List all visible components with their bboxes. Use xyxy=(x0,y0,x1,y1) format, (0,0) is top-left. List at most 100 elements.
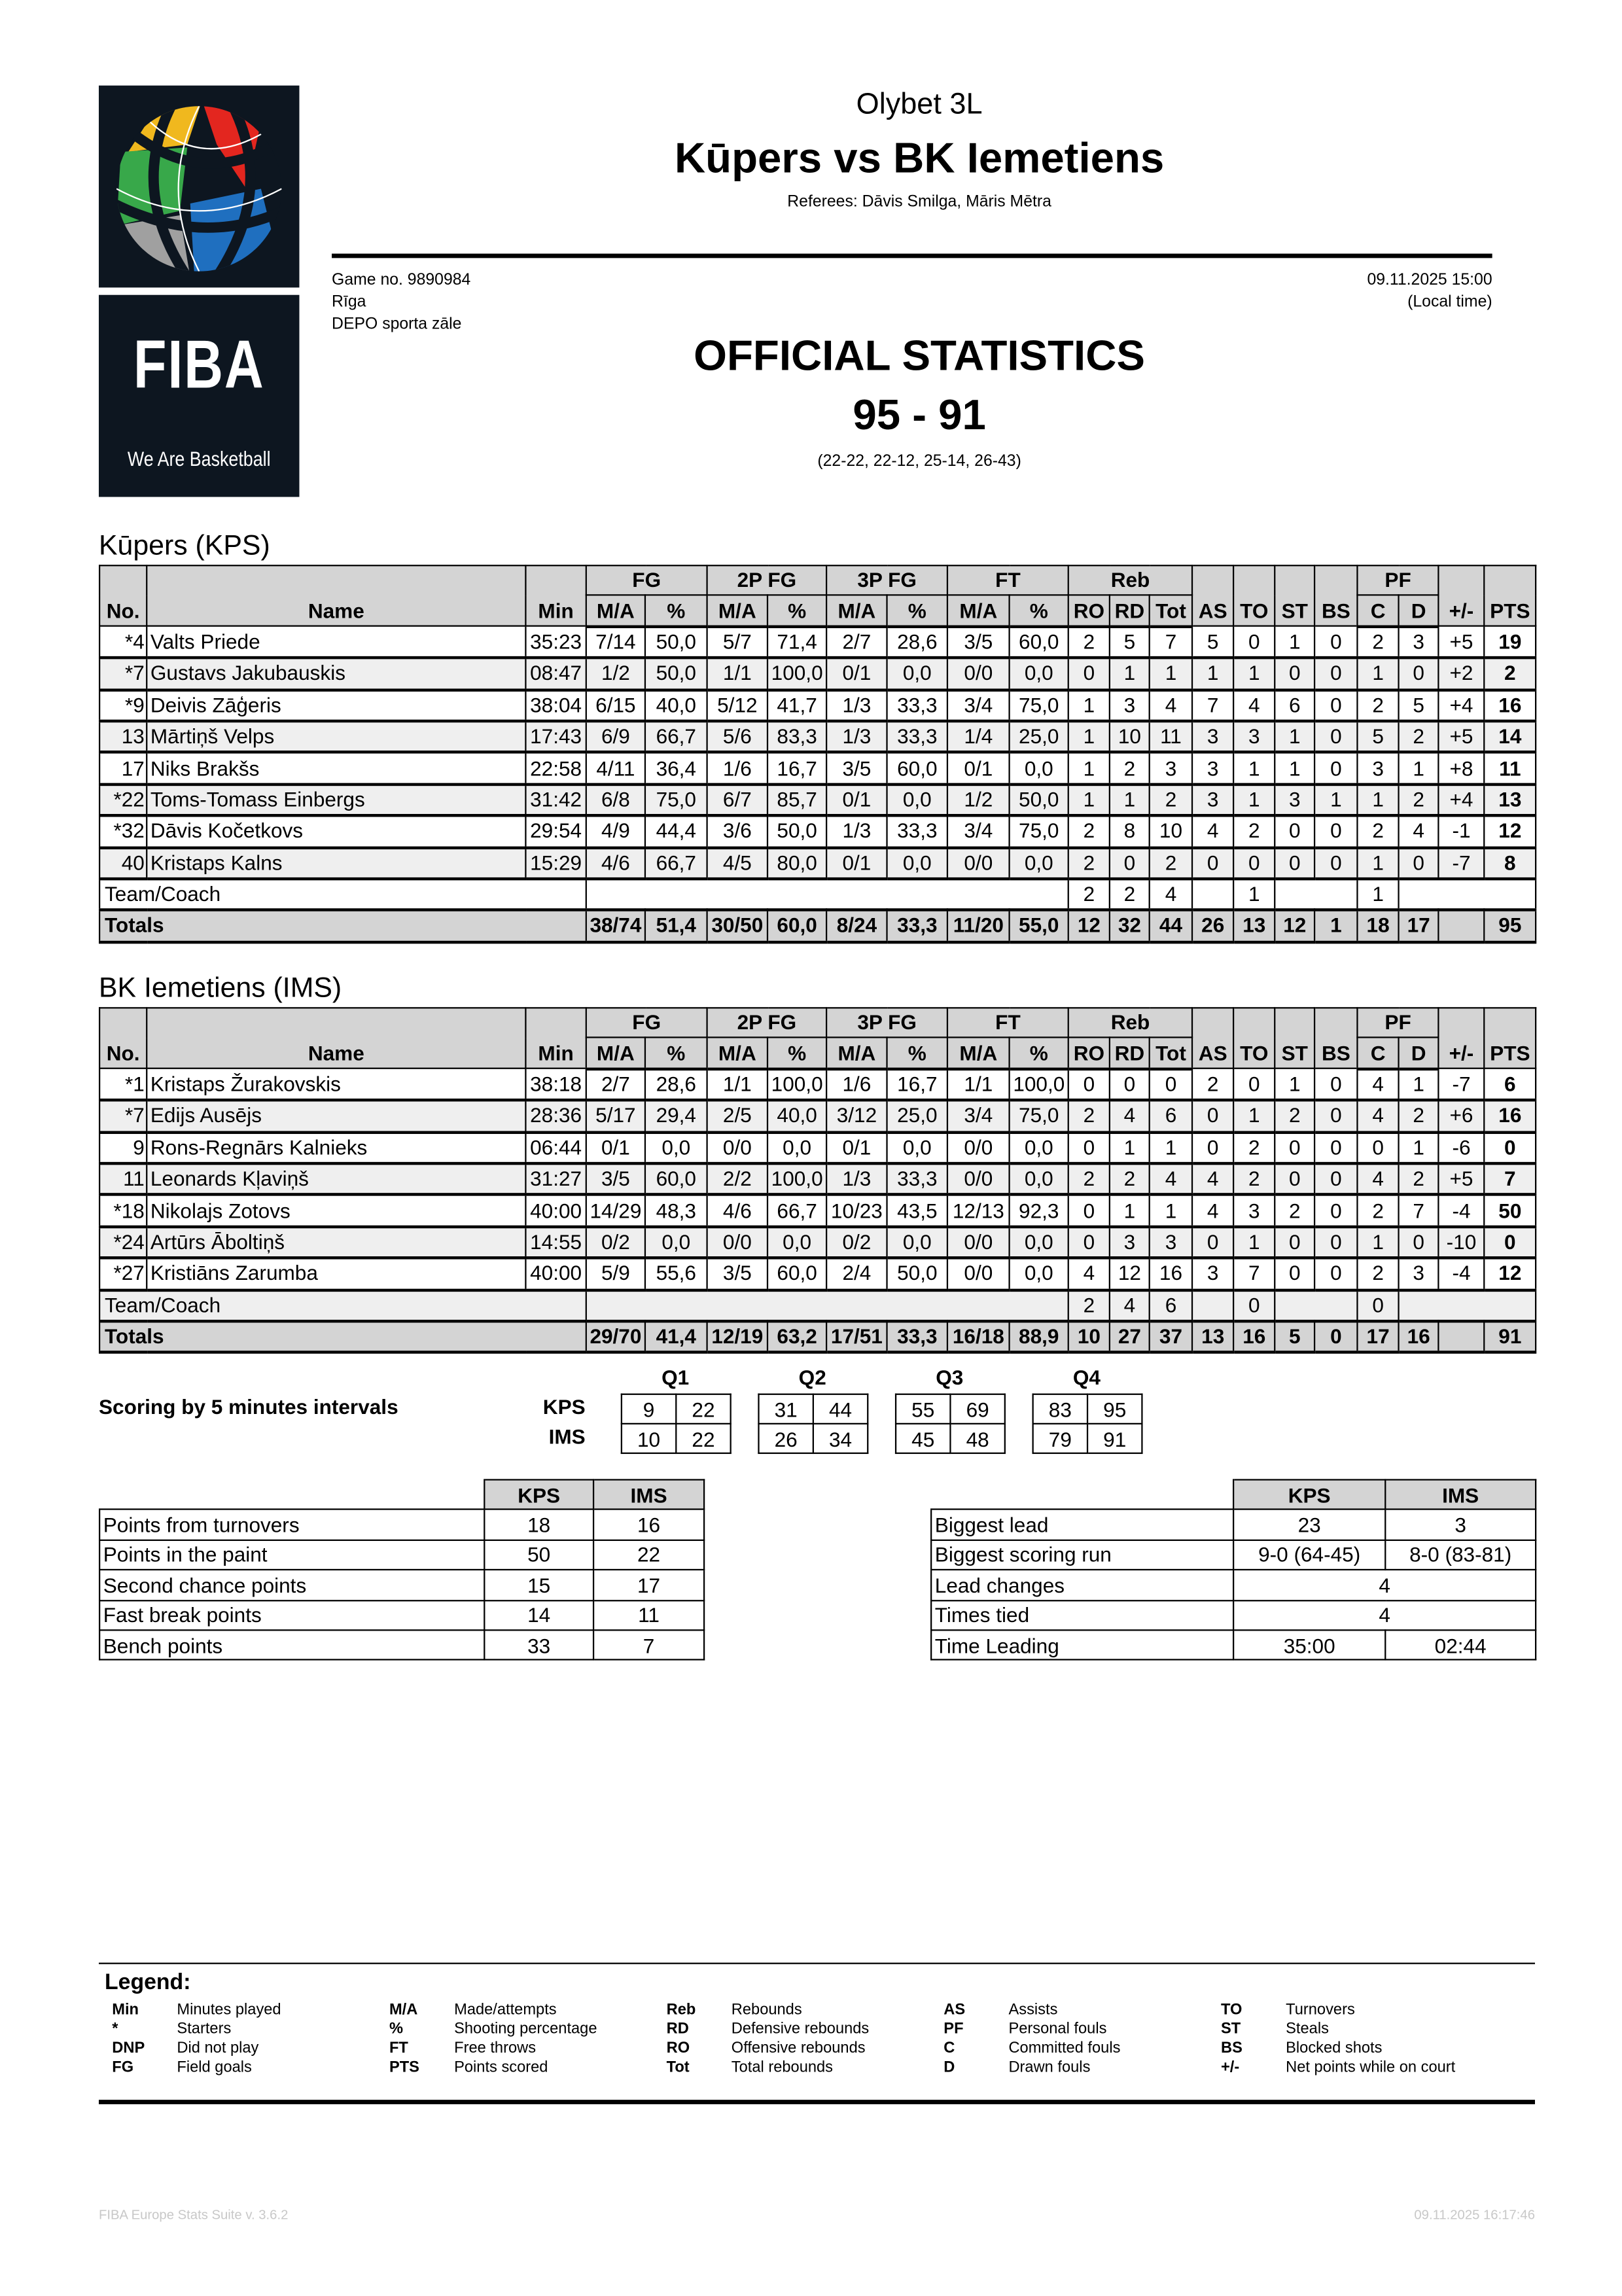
col-header-ft-pct: % xyxy=(1008,595,1070,628)
total-c: 17 xyxy=(1356,1320,1400,1354)
cell-pts: 16 xyxy=(1483,688,1537,723)
cell-min: 29:54 xyxy=(525,815,587,849)
col-header: KPS xyxy=(484,1479,595,1511)
total-2p-ma: 30/50 xyxy=(706,909,769,944)
cell-to: 0 xyxy=(1233,846,1276,881)
cell-tot: 16 xyxy=(1148,1257,1193,1292)
legend-abbr: DNP xyxy=(112,2039,145,2057)
total-plus-minus xyxy=(1437,1320,1485,1354)
competition-name: Olybet 3L xyxy=(856,88,983,121)
legend-item: BS Blocked shots xyxy=(1221,2040,1455,2058)
cell-ft-pct: 0,0 xyxy=(1008,1162,1070,1197)
cell-name: Edijs Ausējs xyxy=(146,1099,527,1134)
legend-abbr: FG xyxy=(112,2058,134,2077)
header-row: KPS IMS xyxy=(931,1479,1537,1511)
cell-fg-ma: 2/7 xyxy=(585,1068,646,1102)
stat-label: Time Leading xyxy=(930,1629,1235,1661)
cell-d: 0 xyxy=(1398,846,1439,881)
cell-rd: 10 xyxy=(1108,720,1150,754)
player-row: 13 Mārtiņš Velps 17:43 6/9 66,7 5/6 83,3 1/3 33,… xyxy=(98,720,1537,754)
cell-to: 2 xyxy=(1233,1162,1276,1197)
total-3p-ma: 17/51 xyxy=(826,1320,888,1354)
boxscore-table-ims: No. Name Min FG 2P FG 3P FG FT Reb AS TO ST BS PF +/-… xyxy=(98,1007,1537,1354)
header-group-row: No. Name Min FG 2P FG 3P FG FT Reb AS TO ST BS PF +/-… xyxy=(98,1007,1537,1070)
cell-st: 0 xyxy=(1274,1162,1316,1197)
cell-st: 3 xyxy=(1274,783,1316,817)
cell-2p-ma: 3/5 xyxy=(706,1257,769,1292)
cell-empty xyxy=(1191,877,1235,912)
legend-desc: Field goals xyxy=(177,2058,252,2077)
interval-row: 9 22 xyxy=(620,1393,732,1424)
cell-rd: 5 xyxy=(1108,626,1150,660)
cell-ft-ma: 3/4 xyxy=(946,815,1010,849)
legend-column: M/A Made/attempts% Shooting percentage FT Fr… xyxy=(389,2001,597,2077)
total-ft-ma: 11/20 xyxy=(946,909,1010,944)
cell-tot: 6 xyxy=(1148,1099,1193,1134)
cell-to: 2 xyxy=(1233,1131,1276,1165)
stat-label: Fast break points xyxy=(98,1599,485,1631)
legend-abbr: PTS xyxy=(389,2058,419,2077)
cell-min: 31:27 xyxy=(525,1162,587,1197)
player-row: *32 Dāvis Kočetkovs 29:54 4/9 44,4 3/6 50,0 1/3… xyxy=(98,815,1537,849)
cell-st: 0 xyxy=(1274,1257,1316,1292)
cell-3p-ma: 0/1 xyxy=(826,1131,888,1165)
cell-tot: 10 xyxy=(1148,815,1193,849)
cell-c: 0 xyxy=(1356,1131,1400,1165)
quarter-header: Q4 xyxy=(1072,1365,1101,1389)
fiba-tagline: We Are Basketball xyxy=(127,446,271,470)
cell-as: 4 xyxy=(1191,1162,1235,1197)
cell-name: Niks Brakšs xyxy=(146,751,527,786)
cell-fg-pct: 40,0 xyxy=(644,688,708,723)
cell-fg-ma: 0/1 xyxy=(585,1131,646,1165)
interval-score: 45 xyxy=(894,1422,951,1455)
points-breakdown-table: KPS IMS Points from turnovers 18 16 Points in… xyxy=(98,1479,705,1661)
quarter-interval-box: 83 95 79 91 xyxy=(1032,1393,1143,1455)
legend-abbr: PF xyxy=(943,2020,964,2038)
cell-2p-ma: 3/6 xyxy=(706,815,769,849)
cell-as: 5 xyxy=(1191,626,1235,660)
col-header-2p-pct: % xyxy=(766,1037,828,1070)
basketball-icon xyxy=(116,106,282,272)
cell-as: 4 xyxy=(1191,815,1235,849)
total-tot: 44 xyxy=(1148,909,1193,944)
cell-ft-pct: 25,0 xyxy=(1008,720,1070,754)
stat-label: Biggest lead xyxy=(930,1509,1235,1541)
interval-score: 34 xyxy=(812,1422,869,1455)
cell-c: 4 xyxy=(1356,1099,1400,1134)
cell-ro: 1 xyxy=(1067,783,1111,817)
stat-value: 4 xyxy=(1233,1599,1537,1631)
total-st: 5 xyxy=(1274,1320,1316,1354)
cell-2p-ma: 4/5 xyxy=(706,846,769,881)
cell-2p-pct: 100,0 xyxy=(766,1068,828,1102)
cell-pts: 50 xyxy=(1483,1194,1537,1228)
player-row: *9 Deivis Zāģeris 38:04 6/15 40,0 5/12 41,7 1/3… xyxy=(98,688,1537,723)
cell-c: 3 xyxy=(1356,751,1400,786)
cell-bs: 1 xyxy=(1314,783,1358,817)
final-score: 95 - 91 xyxy=(853,392,986,440)
cell-d: 2 xyxy=(1398,1162,1439,1197)
stat-label: Bench points xyxy=(98,1629,485,1661)
legend-desc: Assists xyxy=(1008,2001,1058,2019)
group-header: PF xyxy=(1356,565,1439,597)
cell-rd: 0 xyxy=(1108,846,1150,881)
interval-score: 79 xyxy=(1032,1422,1089,1455)
cell-min: 40:00 xyxy=(525,1257,587,1292)
cell-2p-ma: 2/5 xyxy=(706,1099,769,1134)
cell-rd: 4 xyxy=(1108,1099,1150,1134)
scoring-intervals-label: Scoring by 5 minutes intervals xyxy=(98,1394,398,1419)
cell-plus-minus: +5 xyxy=(1437,720,1485,754)
col-header-ft-ma: M/A xyxy=(946,595,1010,628)
legend-column: AS Assists PF Personal fouls C Committed foul… xyxy=(943,2001,1120,2077)
col-header-fg-ma: M/A xyxy=(585,1037,646,1070)
player-row: 17 Niks Brakšs 22:58 4/11 36,4 1/6 16,7 3/5 60,0… xyxy=(98,751,1537,786)
legend-abbr: TO xyxy=(1220,2001,1243,2019)
stat-value: 23 xyxy=(1233,1509,1386,1541)
cell-plus-minus: +5 xyxy=(1437,626,1485,660)
interval-row: 26 34 xyxy=(758,1422,869,1455)
cell-3p-pct: 0,0 xyxy=(886,1131,949,1165)
cell-min: 14:55 xyxy=(525,1226,587,1260)
stat-value: 7 xyxy=(592,1629,705,1661)
cell-c: 1 xyxy=(1356,657,1400,691)
cell-to: 3 xyxy=(1233,720,1276,754)
cell-ro: 1 xyxy=(1067,720,1111,754)
